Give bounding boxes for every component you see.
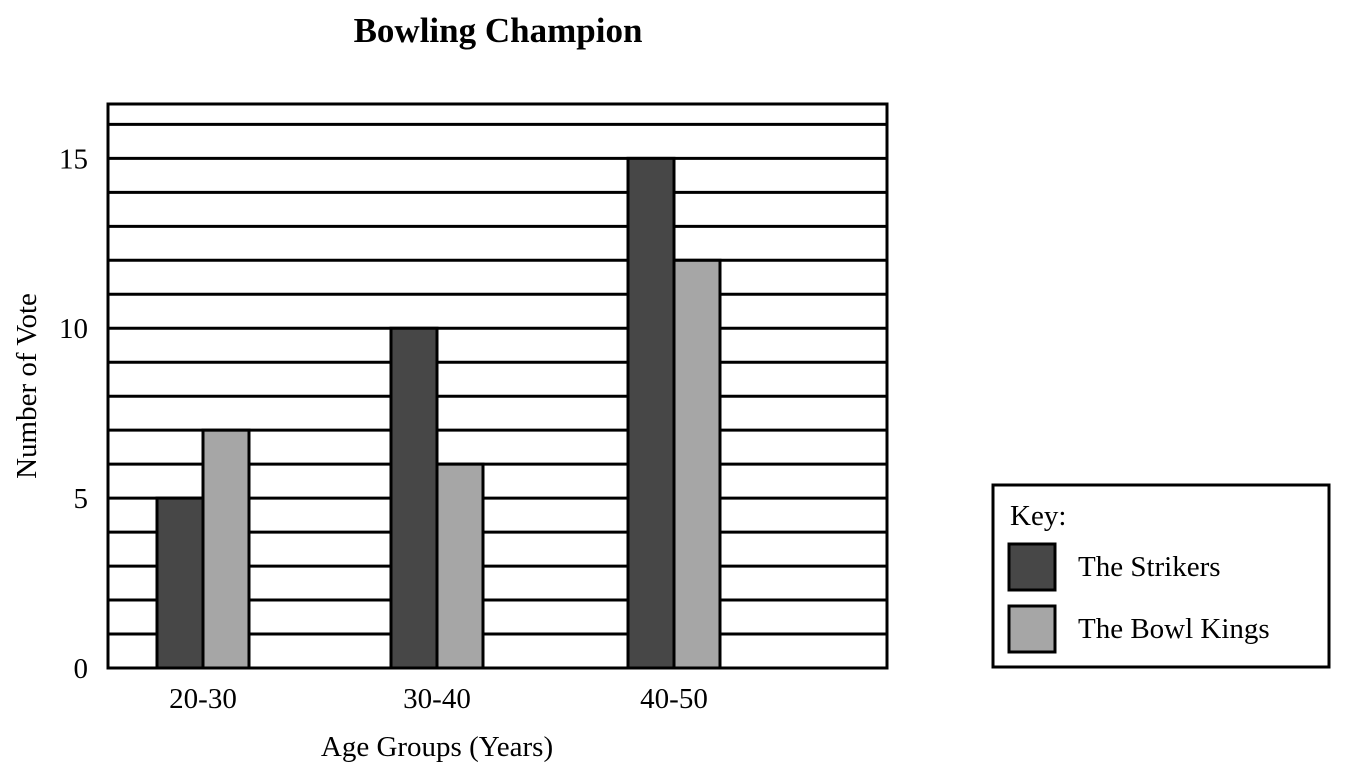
y-axis-ticks: 0 5 10 15: [59, 143, 88, 685]
bars: [155, 156, 722, 670]
legend-swatch: [1007, 542, 1057, 592]
bar: [155, 496, 205, 670]
y-tick-label: 10: [59, 313, 88, 345]
x-axis-ticks: 20-30 30-40 40-50: [169, 683, 708, 715]
legend-label: The Bowl Kings: [1078, 613, 1270, 645]
plot-frame: [106, 102, 889, 670]
x-axis-label: Age Groups (Years): [321, 731, 553, 763]
legend-items: The Strikers The Bowl Kings: [1007, 542, 1270, 654]
legend-swatch: [1007, 604, 1057, 654]
x-tick-label: 40-50: [640, 683, 708, 715]
chart-title: Bowling Champion: [354, 11, 643, 50]
legend-label: The Strikers: [1078, 551, 1221, 583]
legend-title: Key:: [1010, 500, 1066, 532]
bar: [435, 462, 485, 670]
y-tick-label: 0: [74, 653, 89, 685]
y-tick-label: 15: [59, 143, 88, 175]
bar: [389, 326, 439, 670]
y-tick-label: 5: [74, 483, 89, 515]
x-tick-label: 30-40: [403, 683, 471, 715]
y-axis-label: Number of Vote: [11, 293, 43, 479]
legend: Key: The Strikers The Bowl Kings: [991, 483, 1331, 669]
x-tick-label: 20-30: [169, 683, 237, 715]
bar: [201, 428, 251, 670]
bar: [626, 156, 676, 670]
bar: [672, 258, 722, 670]
